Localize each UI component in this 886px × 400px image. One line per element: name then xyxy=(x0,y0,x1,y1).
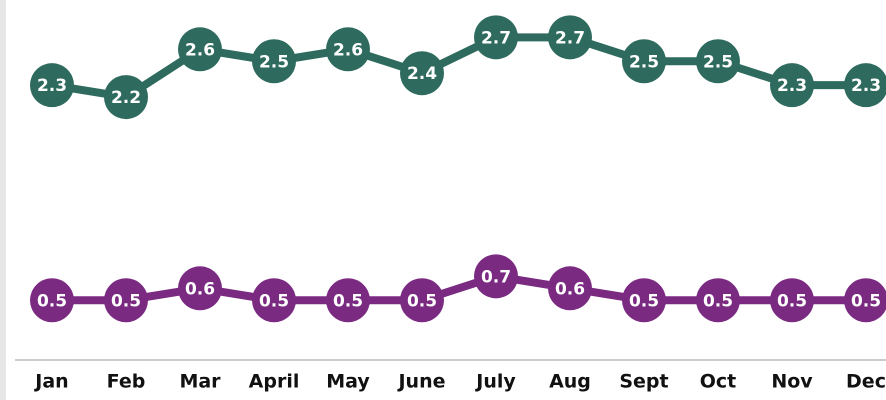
series-line xyxy=(52,272,866,305)
point xyxy=(104,278,148,323)
point xyxy=(30,63,74,108)
data-label: 0.5 xyxy=(703,291,733,311)
data-label: 0.5 xyxy=(333,291,363,311)
point xyxy=(400,278,444,323)
point xyxy=(326,278,370,323)
data-label: 2.5 xyxy=(703,52,733,72)
point xyxy=(30,278,74,323)
x-tick-label: Mar xyxy=(179,371,221,393)
x-tick-label: July xyxy=(474,371,516,393)
data-label: 0.5 xyxy=(777,291,807,311)
data-label: 2.6 xyxy=(185,40,215,60)
data-label: 0.7 xyxy=(481,267,511,287)
x-tick-label: Feb xyxy=(107,371,146,393)
x-tick-label: Jan xyxy=(33,371,68,393)
left-edge xyxy=(0,0,6,400)
point xyxy=(622,39,666,84)
x-tick-label: Oct xyxy=(700,371,737,393)
data-label: 0.5 xyxy=(629,291,659,311)
point xyxy=(548,15,592,60)
x-tick-label: June xyxy=(396,371,445,393)
x-tick-label: Nov xyxy=(771,371,813,393)
point xyxy=(326,27,370,72)
point xyxy=(252,39,296,84)
data-label: 2.6 xyxy=(333,40,363,60)
data-label: 0.5 xyxy=(407,291,437,311)
point xyxy=(622,278,666,323)
data-label: 2.3 xyxy=(851,76,881,96)
point xyxy=(474,15,518,60)
point xyxy=(400,51,444,96)
data-label: 0.5 xyxy=(111,291,141,311)
data-label: 0.5 xyxy=(259,291,289,311)
data-label: 0.5 xyxy=(37,291,67,311)
data-label: 2.3 xyxy=(37,76,67,96)
data-label: 2.5 xyxy=(259,52,289,72)
data-label: 2.5 xyxy=(629,52,659,72)
point xyxy=(844,63,886,108)
point xyxy=(696,278,740,323)
data-label: 2.7 xyxy=(481,28,511,48)
data-label: 2.3 xyxy=(777,76,807,96)
data-label: 0.6 xyxy=(185,279,215,299)
point xyxy=(844,278,886,323)
x-tick-label: April xyxy=(249,371,300,393)
x-tick-label: Dec xyxy=(846,371,886,393)
series-line xyxy=(51,33,866,102)
point xyxy=(104,75,148,120)
point xyxy=(770,278,814,323)
x-tick-label: Aug xyxy=(549,371,591,393)
data-label: 2.7 xyxy=(555,28,585,48)
point xyxy=(696,39,740,84)
x-tick-label: May xyxy=(326,371,370,393)
point xyxy=(548,266,592,311)
data-label: 0.5 xyxy=(851,291,881,311)
x-tick-label: Sept xyxy=(619,371,668,393)
data-label: 0.6 xyxy=(555,279,585,299)
point xyxy=(252,278,296,323)
data-label: 2.2 xyxy=(111,88,141,108)
point xyxy=(770,63,814,108)
point xyxy=(178,266,222,311)
data-label: 2.4 xyxy=(407,64,437,84)
point xyxy=(178,27,222,72)
point xyxy=(474,254,518,299)
